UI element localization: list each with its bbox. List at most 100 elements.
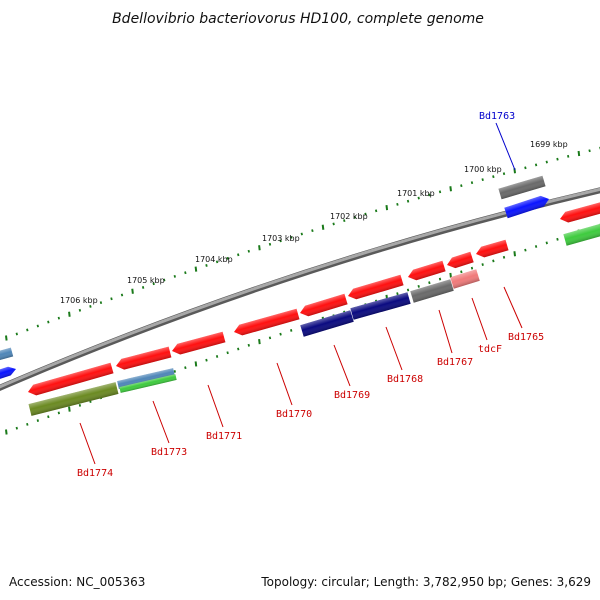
leader-bd1774: [79, 422, 96, 465]
accession-text: Accession: NC_005363: [9, 575, 145, 589]
inner-minor-tick: [78, 403, 82, 407]
outer-minor-tick: [36, 324, 39, 328]
gene-bd1768-navy-shade: [350, 292, 411, 320]
inner-minor-tick: [502, 255, 506, 259]
outer-minor-tick: [15, 332, 18, 336]
inner-minor-tick: [545, 241, 548, 245]
outer-minor-tick: [364, 212, 367, 216]
inner-minor-tick: [226, 351, 229, 355]
gene-label-bd1765[interactable]: Bd1765: [508, 332, 544, 343]
gene-right-edge-red-shade: [560, 201, 600, 223]
outer-major-tick: [68, 311, 71, 317]
scale-label-1705kbp: 1705 kbp: [127, 276, 165, 285]
outer-minor-tick: [26, 328, 29, 332]
gene-bd1763-blue-shade: [504, 195, 550, 219]
outer-major-tick: [194, 266, 198, 272]
inner-minor-tick: [524, 248, 527, 252]
outer-minor-tick: [99, 301, 103, 305]
gene-bd1767-red-shade: [408, 260, 446, 281]
inner-minor-tick: [26, 422, 29, 426]
outer-minor-tick: [374, 209, 378, 213]
gene-label-bd1767[interactable]: Bd1767: [437, 357, 473, 368]
inner-minor-tick: [15, 426, 18, 430]
gene-label-bd1770[interactable]: Bd1770: [276, 409, 312, 420]
scale-label-1701kbp: 1701 kbp: [397, 189, 435, 198]
gene-bd1765-red-shade: [476, 239, 509, 258]
outer-minor-tick: [184, 271, 187, 275]
gene-bd1768-red: [348, 274, 404, 300]
inner-minor-tick: [438, 277, 442, 281]
gene-bd1774-red: [28, 362, 114, 396]
inner-minor-tick: [428, 281, 431, 285]
leader-bd1767: [438, 309, 453, 354]
gene-bd1774-red-shade: [28, 362, 114, 396]
leader-bd1769: [333, 344, 351, 387]
inner-minor-tick: [205, 358, 208, 362]
gene-bd1769-navy: [300, 310, 354, 337]
outer-minor-tick: [279, 239, 282, 243]
inner-major-tick: [513, 251, 517, 257]
gene-label-bd1769[interactable]: Bd1769: [334, 390, 370, 401]
gene-bd1773-steel: [117, 368, 175, 389]
gene-bd1773-red: [116, 346, 172, 370]
outer-minor-tick: [300, 232, 303, 236]
inner-minor-tick: [406, 288, 410, 292]
gene-bd1769-navy-shade: [300, 310, 354, 337]
inner-minor-tick: [247, 343, 250, 347]
outer-minor-tick: [237, 253, 240, 257]
inner-minor-tick: [237, 347, 240, 351]
leader-bd1763: [495, 122, 516, 171]
gene-label-bd1771[interactable]: Bd1771: [206, 431, 242, 442]
inner-minor-tick: [36, 419, 39, 422]
gene-tdcf-pink: [450, 269, 480, 289]
gene-left-edge-steel-shade: [0, 347, 14, 362]
outer-major-tick: [321, 224, 325, 230]
backbone-shadow: [0, 187, 600, 391]
outer-major-tick: [258, 245, 261, 251]
gene-label-bd1774[interactable]: Bd1774: [77, 468, 113, 479]
gene-tdcf-pink-shade: [450, 269, 480, 289]
gene-label-bd1773[interactable]: Bd1773: [151, 447, 187, 458]
outer-minor-tick: [226, 256, 229, 260]
outer-minor-tick: [311, 229, 314, 233]
inner-minor-tick: [417, 284, 420, 288]
gene-label-bd1763[interactable]: Bd1763: [479, 111, 515, 122]
inner-minor-tick: [268, 336, 272, 340]
leader-bd1773: [152, 400, 170, 444]
gene-bd1767-red: [408, 260, 446, 281]
inner-major-tick: [194, 361, 198, 367]
inner-minor-tick: [534, 245, 538, 248]
gene-tdcf-red: [447, 251, 474, 269]
outer-minor-tick: [205, 264, 208, 267]
leader-bd1770: [276, 362, 293, 406]
outer-minor-tick: [460, 184, 463, 188]
label-leader-lines: [79, 122, 523, 465]
inner-major-tick: [258, 338, 261, 345]
outer-minor-tick: [481, 178, 484, 182]
outer-major-tick: [577, 150, 581, 157]
gene-bd1771-red-shade: [172, 331, 226, 355]
outer-minor-tick: [588, 149, 591, 153]
gene-bd1763-gray-shade: [498, 175, 546, 200]
inner-minor-tick: [492, 259, 495, 263]
gene-bd1767-gray: [410, 279, 454, 303]
inner-minor-tick: [556, 237, 559, 241]
inner-minor-tick: [184, 366, 187, 370]
gene-bd1773-steel-shade: [117, 368, 175, 389]
gene-tdcf-red-shade: [447, 251, 474, 269]
outer-minor-tick: [141, 286, 145, 289]
inner-major-tick: [68, 406, 71, 412]
gene-label-bd1768[interactable]: Bd1768: [387, 374, 423, 385]
outer-minor-tick: [78, 308, 82, 312]
inner-minor-tick: [290, 329, 293, 332]
scale-label-1699kbp: 1699 kbp: [530, 140, 568, 149]
outer-minor-tick: [332, 222, 335, 226]
outer-minor-tick: [247, 249, 250, 253]
outer-minor-tick: [353, 215, 357, 219]
gene-label-tdcf[interactable]: tdcF: [478, 344, 502, 355]
inner-minor-tick: [481, 263, 484, 266]
inner-minor-tick: [57, 411, 61, 415]
gene-left-edge-blue-shade: [0, 366, 17, 381]
outer-minor-tick: [120, 293, 124, 297]
outer-minor-tick: [406, 199, 410, 203]
